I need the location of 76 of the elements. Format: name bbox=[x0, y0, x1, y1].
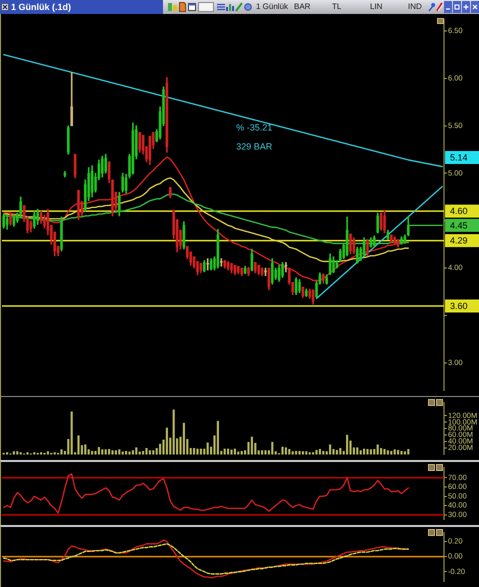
bar bbox=[94, 450, 97, 454]
bar bbox=[84, 444, 86, 454]
annotation: 329 BAR bbox=[236, 142, 273, 152]
bar bbox=[363, 448, 366, 454]
bar bbox=[288, 449, 290, 454]
text: IND bbox=[408, 2, 422, 12]
bar bbox=[206, 442, 209, 454]
bar bbox=[318, 449, 321, 454]
bar bbox=[166, 428, 168, 454]
bar bbox=[376, 444, 379, 454]
bar bbox=[142, 450, 144, 454]
bar bbox=[322, 450, 324, 454]
bar bbox=[383, 449, 386, 454]
text: BAR bbox=[294, 2, 310, 12]
bar bbox=[125, 450, 128, 454]
ref-line-label: 4.60 bbox=[450, 206, 468, 216]
bar bbox=[70, 412, 73, 454]
text: 5.14 bbox=[450, 152, 468, 162]
bar bbox=[156, 448, 158, 454]
bar bbox=[108, 449, 110, 454]
bar bbox=[216, 420, 219, 454]
bar bbox=[196, 448, 199, 454]
bar bbox=[193, 448, 196, 454]
bar bbox=[234, 448, 236, 454]
text: LIN bbox=[370, 2, 382, 12]
bar bbox=[250, 436, 253, 454]
bar bbox=[315, 450, 318, 454]
bar bbox=[77, 435, 80, 454]
bar bbox=[292, 451, 294, 454]
bar bbox=[394, 449, 396, 454]
bar bbox=[101, 449, 104, 454]
bar bbox=[200, 448, 202, 454]
bar bbox=[240, 450, 243, 454]
bar bbox=[271, 442, 274, 454]
bar bbox=[295, 450, 298, 454]
bar bbox=[237, 452, 240, 454]
bar bbox=[407, 449, 410, 454]
bar bbox=[336, 450, 338, 454]
ref-line-label: 4.29 bbox=[450, 236, 468, 246]
bar bbox=[298, 450, 301, 454]
bar bbox=[224, 448, 226, 454]
bar bbox=[118, 449, 120, 454]
bar bbox=[360, 450, 362, 454]
text: TL bbox=[332, 2, 342, 12]
text: 1 Günlük bbox=[256, 2, 288, 12]
bar bbox=[230, 450, 233, 454]
bar bbox=[339, 448, 342, 454]
bar bbox=[281, 446, 284, 454]
data-label: 4.45 bbox=[450, 220, 468, 230]
bar bbox=[152, 450, 154, 454]
bar bbox=[356, 447, 358, 454]
bar bbox=[135, 447, 138, 454]
bar bbox=[98, 447, 100, 454]
bar bbox=[122, 452, 124, 454]
bar bbox=[380, 448, 382, 454]
bar bbox=[346, 434, 348, 454]
bar bbox=[159, 444, 162, 454]
ref-line-label: 3.60 bbox=[450, 301, 468, 312]
bar bbox=[104, 449, 107, 454]
bar bbox=[16, 451, 18, 454]
bar bbox=[172, 410, 175, 454]
bar bbox=[227, 448, 230, 454]
bar bbox=[305, 451, 308, 454]
bar bbox=[91, 450, 94, 454]
bar bbox=[138, 452, 141, 454]
bar bbox=[329, 444, 332, 454]
text: 1 Günlük (.1d) bbox=[11, 1, 72, 13]
bar bbox=[400, 450, 403, 454]
bar bbox=[145, 448, 148, 454]
bar bbox=[390, 450, 392, 454]
annotation: % -35.21 bbox=[236, 122, 272, 133]
bar bbox=[284, 447, 287, 454]
bar bbox=[182, 422, 185, 454]
bar bbox=[128, 452, 131, 454]
bar bbox=[397, 450, 400, 454]
bar bbox=[366, 449, 369, 454]
